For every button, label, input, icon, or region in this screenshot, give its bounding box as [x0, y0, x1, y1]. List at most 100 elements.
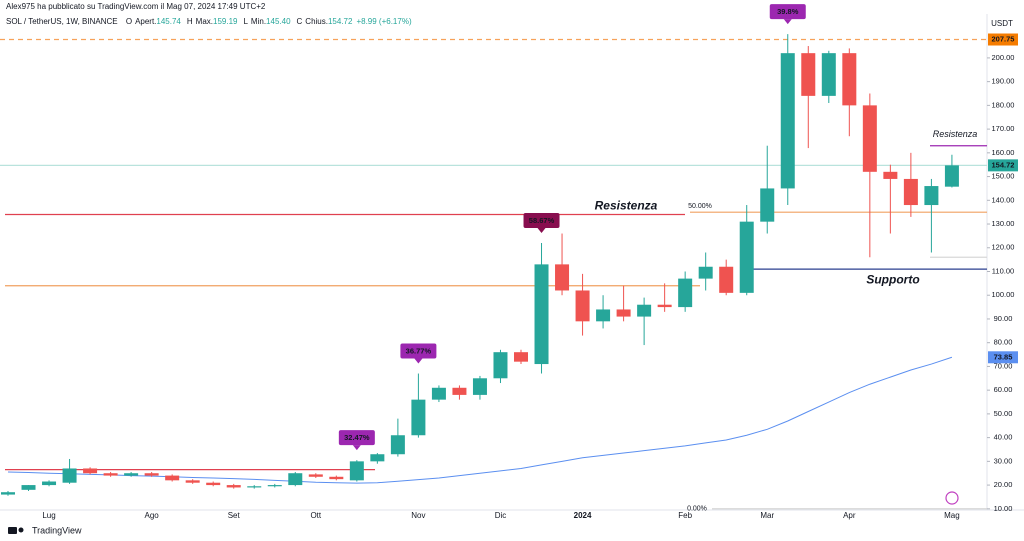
ohlc-name: Chius.: [305, 17, 328, 26]
candle-body: [165, 475, 180, 481]
candle-body: [760, 188, 775, 222]
annotation-label: 39.8%: [777, 7, 799, 16]
price-badge: [988, 33, 1018, 46]
brand: TradingView: [32, 525, 82, 535]
x-tick-label: Mag: [944, 511, 960, 520]
annotation-pointer: [783, 19, 792, 25]
candle-body: [596, 309, 611, 322]
candle-body: [370, 454, 385, 462]
logo: [8, 527, 24, 534]
y-tick-label: 190.00: [992, 77, 1015, 86]
x-tick-label: Ott: [310, 511, 321, 520]
candle-body: [62, 468, 77, 483]
candle-body: [349, 461, 364, 481]
y-tick-label: 70.00: [994, 361, 1013, 370]
x-tick-label: Set: [228, 511, 241, 520]
ohlc-name: Max.: [196, 17, 213, 26]
candle-body: [514, 352, 528, 362]
level-label: 50.00%: [688, 203, 712, 210]
y-tick-label: 50.00: [994, 409, 1013, 418]
ohlc-value: 154.72: [328, 17, 353, 26]
ohlc-name: Apert.: [135, 17, 156, 26]
y-tick-label: 10.00: [994, 504, 1013, 513]
y-tick-label: 100.00: [992, 290, 1015, 299]
currency: USDT: [991, 19, 1013, 28]
candle-body: [83, 468, 98, 474]
x-tick-label: Apr: [843, 511, 856, 520]
ohlc-value: 145.74: [156, 17, 181, 26]
candle-body: [144, 473, 159, 476]
candle-body: [103, 473, 118, 476]
price-badge: [988, 159, 1018, 172]
annotation-label: 36.77%: [406, 347, 432, 356]
y-tick-label: 40.00: [994, 433, 1013, 442]
x-tick-label: Feb: [678, 511, 692, 520]
candle-body: [1, 492, 15, 495]
y-tick-label: 130.00: [992, 219, 1015, 228]
candle-body: [575, 290, 590, 322]
ohlc-value: 159.19: [213, 17, 238, 26]
ohlc-key: L: [243, 17, 248, 26]
level-label: 0.00%: [687, 506, 707, 513]
x-tick-label: Dic: [495, 511, 507, 520]
level-label: Resistenza: [933, 129, 978, 139]
candle-body: [678, 278, 693, 308]
annotation-pointer: [414, 358, 423, 364]
price-badge-label: 73.85: [994, 352, 1013, 361]
level-label: Supporto: [866, 272, 919, 286]
candle-body: [944, 165, 959, 187]
change: +8.99 (+6.17%): [356, 17, 411, 26]
ohlc-key: H: [187, 17, 193, 26]
annotation-box: [400, 343, 437, 359]
y-tick-label: 140.00: [992, 195, 1015, 204]
y-tick-label: 200.00: [992, 53, 1015, 62]
ohlc-key: O: [126, 17, 132, 26]
symbol: SOL / TetherUS, 1W, BINANCE: [6, 17, 118, 26]
candle-body: [411, 399, 426, 436]
x-tick-label: Mar: [760, 511, 774, 520]
candle-body: [21, 485, 36, 490]
level-label: Resistenza: [595, 199, 658, 213]
annotation-pointer: [352, 445, 361, 451]
candle-body: [924, 186, 939, 206]
candle-body: [267, 485, 282, 487]
price-badge-label: 154.72: [992, 160, 1015, 169]
author-line: Alex975 ha pubblicato su TradingView.com…: [6, 2, 266, 11]
y-tick-label: 110.00: [992, 266, 1014, 275]
y-tick-label: 160.00: [992, 148, 1015, 157]
y-tick-label: 180.00: [992, 100, 1015, 109]
legend-line: SOL / TetherUS, 1W, BINANCE O Apert.145.7…: [6, 17, 412, 26]
candle-body: [719, 266, 734, 293]
candle-body: [308, 474, 323, 477]
price-badge-label: 207.75: [992, 34, 1015, 43]
candle-body: [883, 171, 898, 179]
y-tick-label: 20.00: [994, 480, 1013, 489]
y-tick-label: 90.00: [994, 314, 1013, 323]
candle-body: [657, 304, 672, 308]
ohlc-value: 145.40: [266, 17, 291, 26]
candle-body: [42, 481, 57, 486]
y-tick-label: 120.00: [992, 243, 1015, 252]
x-tick-label: Nov: [411, 511, 425, 520]
candle-body: [780, 53, 795, 189]
candle-body: [801, 53, 816, 96]
ohlc-name: Min.: [251, 17, 266, 26]
candle-body: [903, 178, 918, 206]
candle-body: [185, 480, 200, 483]
y-tick-label: 150.00: [992, 172, 1015, 181]
candle-body: [555, 264, 570, 291]
annotation-label: 58.67%: [529, 216, 555, 225]
alert-icon[interactable]: [945, 491, 959, 505]
annotation-box: [338, 430, 375, 446]
candle-body: [616, 309, 631, 317]
ohlc-key: C: [297, 17, 303, 26]
x-tick-label: 2024: [574, 511, 592, 520]
annotation-label: 32.47%: [344, 433, 370, 442]
y-tick-label: 170.00: [992, 124, 1015, 133]
y-tick-label: 30.00: [994, 456, 1013, 465]
candle-body: [739, 221, 754, 293]
candle-body: [329, 476, 344, 480]
